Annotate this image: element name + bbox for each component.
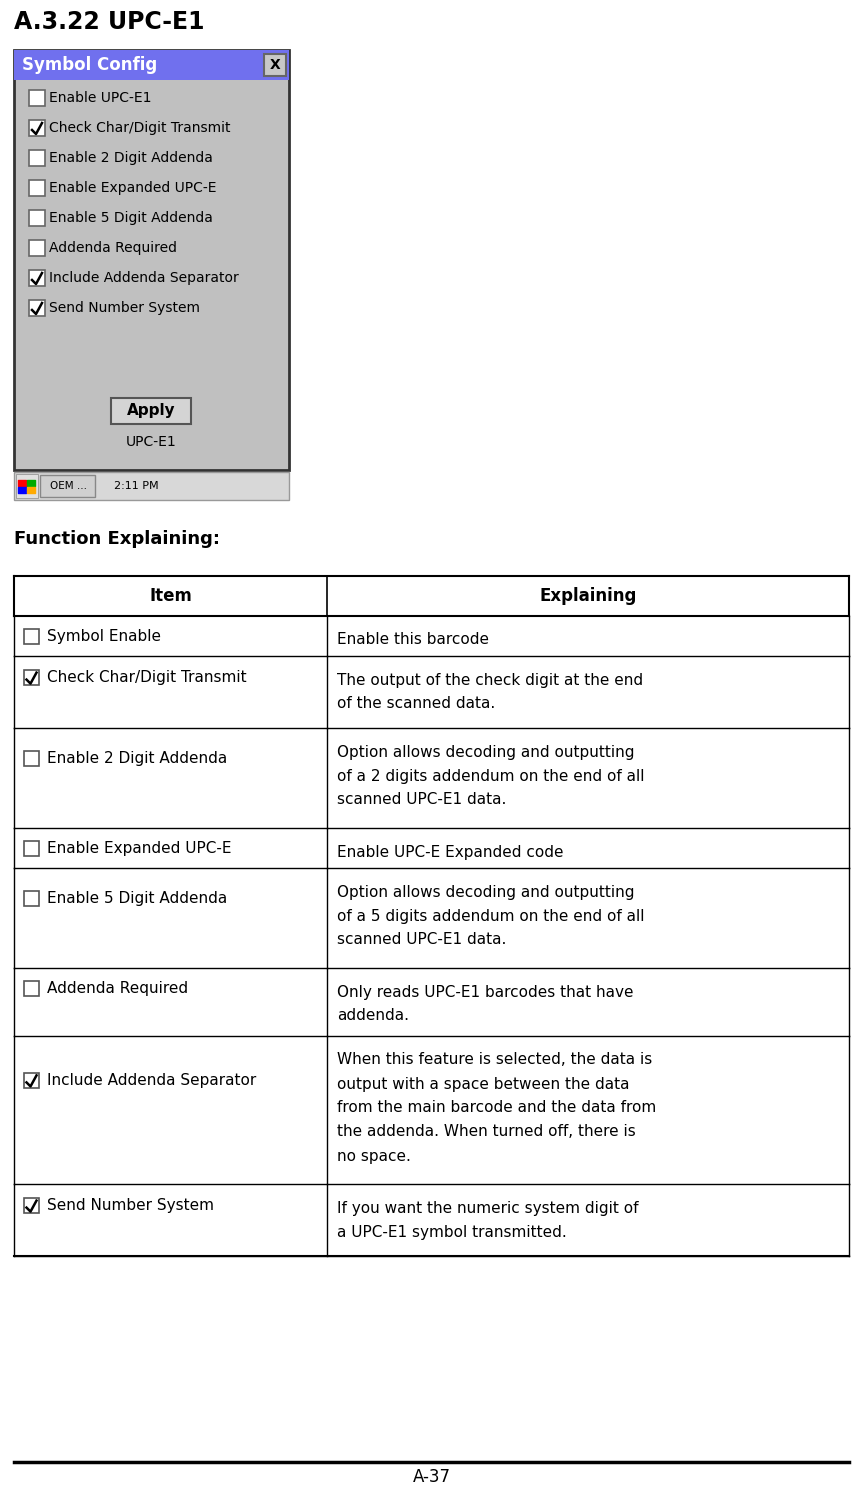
Bar [24, 1074, 39, 1088]
Text: no space.: no space. [337, 1148, 411, 1163]
Bar [29, 271, 45, 286]
Text: Enable 5 Digit Addenda: Enable 5 Digit Addenda [49, 211, 213, 225]
Text: Check Char/Digit Transmit: Check Char/Digit Transmit [49, 120, 230, 135]
Bar [24, 840, 39, 855]
Text: of the scanned data.: of the scanned data. [337, 696, 495, 711]
Text: 2:11 PM: 2:11 PM [114, 480, 159, 491]
Bar [29, 91, 45, 106]
Bar [29, 180, 45, 196]
Bar [29, 120, 45, 135]
Text: Symbol Config: Symbol Config [22, 57, 157, 74]
Bar [24, 981, 39, 996]
Text: Option allows decoding and outputting: Option allows decoding and outputting [337, 885, 634, 900]
Bar [14, 51, 289, 470]
Text: If you want the numeric system digit of: If you want the numeric system digit of [337, 1200, 639, 1215]
Text: Enable this barcode: Enable this barcode [337, 632, 489, 647]
Text: a UPC-E1 symbol transmitted.: a UPC-E1 symbol transmitted. [337, 1224, 567, 1240]
Text: Enable 2 Digit Addenda: Enable 2 Digit Addenda [47, 751, 227, 766]
Bar [29, 210, 45, 226]
Text: Check Char/Digit Transmit: Check Char/Digit Transmit [47, 671, 247, 686]
Text: Function Explaining:: Function Explaining: [14, 529, 220, 549]
Bar [40, 474, 95, 497]
Text: addenda.: addenda. [337, 1008, 409, 1023]
Text: A-37: A-37 [413, 1468, 450, 1486]
Text: Symbol Enable: Symbol Enable [47, 629, 161, 644]
Text: from the main barcode and the data from: from the main barcode and the data from [337, 1100, 657, 1115]
Text: Include Addenda Separator: Include Addenda Separator [47, 1074, 256, 1088]
Text: OEM ...: OEM ... [49, 480, 86, 491]
Text: Include Addenda Separator: Include Addenda Separator [49, 271, 239, 286]
Bar [24, 1199, 39, 1213]
Text: Send Number System: Send Number System [49, 300, 200, 315]
Text: Option allows decoding and outputting: Option allows decoding and outputting [337, 745, 634, 760]
Bar [29, 239, 45, 256]
Text: output with a space between the data: output with a space between the data [337, 1077, 630, 1091]
Text: Enable 2 Digit Addenda: Enable 2 Digit Addenda [49, 152, 213, 165]
Text: scanned UPC-E1 data.: scanned UPC-E1 data. [337, 932, 507, 947]
Text: The output of the check digit at the end: The output of the check digit at the end [337, 672, 643, 687]
Text: Enable Expanded UPC-E: Enable Expanded UPC-E [47, 840, 231, 855]
Text: UPC-E1: UPC-E1 [126, 436, 177, 449]
Text: Enable UPC-E Expanded code: Enable UPC-E Expanded code [337, 845, 564, 859]
Text: When this feature is selected, the data is: When this feature is selected, the data … [337, 1053, 652, 1068]
Text: of a 5 digits addendum on the end of all: of a 5 digits addendum on the end of all [337, 909, 645, 923]
Text: Only reads UPC-E1 barcodes that have: Only reads UPC-E1 barcodes that have [337, 984, 633, 999]
Text: Enable 5 Digit Addenda: Enable 5 Digit Addenda [47, 891, 227, 906]
Text: Addenda Required: Addenda Required [47, 981, 188, 996]
Text: Enable Expanded UPC-E: Enable Expanded UPC-E [49, 181, 217, 195]
Bar [16, 474, 38, 498]
Text: the addenda. When turned off, there is: the addenda. When turned off, there is [337, 1124, 636, 1139]
Bar [14, 471, 289, 500]
Text: Item: Item [149, 587, 192, 605]
Bar [14, 51, 289, 80]
Bar [264, 54, 286, 76]
Text: Send Number System: Send Number System [47, 1199, 214, 1213]
Bar [111, 399, 191, 424]
Text: scanned UPC-E1 data.: scanned UPC-E1 data. [337, 793, 507, 807]
Text: A.3.22 UPC-E1: A.3.22 UPC-E1 [14, 10, 205, 34]
Bar [24, 671, 39, 686]
Text: Addenda Required: Addenda Required [49, 241, 177, 254]
Text: X: X [269, 58, 280, 71]
Text: Enable UPC-E1: Enable UPC-E1 [49, 91, 152, 106]
Bar [24, 629, 39, 644]
Bar [29, 150, 45, 167]
Text: Explaining: Explaining [539, 587, 637, 605]
Text: of a 2 digits addendum on the end of all: of a 2 digits addendum on the end of all [337, 769, 645, 784]
Bar [29, 300, 45, 317]
Bar [24, 891, 39, 906]
Bar [24, 751, 39, 766]
Text: Apply: Apply [127, 403, 175, 418]
